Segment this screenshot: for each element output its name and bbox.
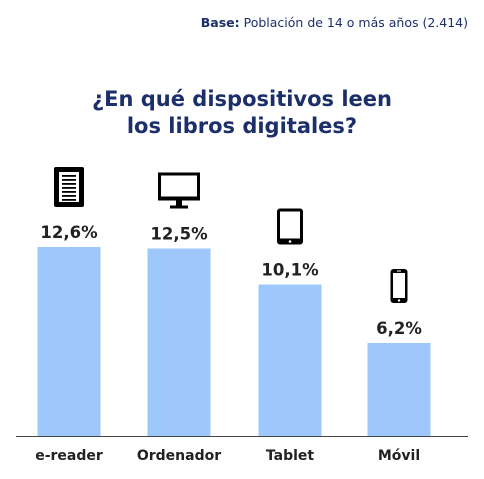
ereader-icon bbox=[54, 167, 84, 207]
category-label: e-reader bbox=[35, 448, 103, 464]
bar-m-vil bbox=[367, 343, 431, 436]
chart-title-line-2: los libros digitales? bbox=[126, 114, 358, 138]
bar-tablet bbox=[258, 284, 322, 436]
chart-title-line-1: ¿En qué dispositivos leen bbox=[91, 87, 392, 111]
tablet-icon bbox=[277, 208, 303, 245]
base-note: Base: Población de 14 o más años (2.414) bbox=[201, 15, 468, 30]
category-label: Tablet bbox=[266, 448, 315, 464]
bar-e-reader bbox=[37, 247, 101, 436]
chart-title: ¿En qué dispositivos leen los libros dig… bbox=[0, 86, 484, 140]
value-label: 10,1% bbox=[261, 261, 319, 280]
category-label: Ordenador bbox=[137, 448, 221, 464]
value-label: 12,6% bbox=[40, 223, 98, 242]
mobile-icon bbox=[390, 269, 408, 303]
base-text: Población de 14 o más años (2.414) bbox=[243, 15, 468, 30]
monitor-icon bbox=[158, 172, 200, 209]
category-label: Móvil bbox=[378, 448, 420, 464]
base-label: Base: bbox=[200, 15, 240, 30]
value-label: 12,5% bbox=[150, 225, 208, 244]
value-label: 6,2% bbox=[376, 319, 422, 338]
bar-ordenador bbox=[147, 248, 211, 436]
